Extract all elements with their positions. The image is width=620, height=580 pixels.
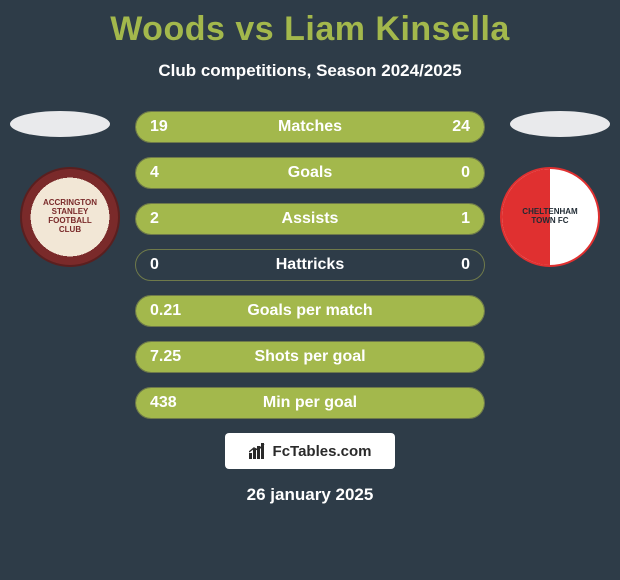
stat-value-left: 0	[150, 250, 159, 280]
comparison-panel: ACCRINGTON STANLEY FOOTBALL CLUB CHELTEN…	[0, 111, 620, 419]
stat-row: 2 1 Assists	[135, 203, 485, 235]
stat-row: 0.21 Goals per match	[135, 295, 485, 327]
stat-value-left: 438	[150, 388, 177, 418]
club-crest-right-label: CHELTENHAM TOWN FC	[515, 208, 585, 226]
stat-label: Assists	[282, 210, 339, 228]
stat-row: 0 0 Hattricks	[135, 249, 485, 281]
stat-row: 19 24 Matches	[135, 111, 485, 143]
club-crest-right: CHELTENHAM TOWN FC	[500, 167, 600, 267]
stat-value-right: 0	[461, 158, 470, 188]
player-left-oval	[10, 111, 110, 137]
stat-label: Goals	[288, 164, 332, 182]
stat-value-right: 24	[452, 112, 470, 142]
stat-value-right: 1	[461, 204, 470, 234]
stat-value-left: 0.21	[150, 296, 181, 326]
stat-label: Min per goal	[263, 394, 357, 412]
brand-label: FcTables.com	[273, 443, 372, 460]
stat-value-left: 19	[150, 112, 168, 142]
stat-label: Shots per goal	[254, 348, 365, 366]
stat-rows: 19 24 Matches 4 0 Goals 2 1 Assists 0 0 Hattricks 0.…	[135, 111, 485, 419]
brand-badge: FcTables.com	[225, 433, 395, 469]
page-title: Woods vs Liam Kinsella	[0, 0, 620, 49]
stat-row: 7.25 Shots per goal	[135, 341, 485, 373]
stat-value-right: 0	[461, 250, 470, 280]
stat-value-left: 4	[150, 158, 159, 188]
stat-row: 438 Min per goal	[135, 387, 485, 419]
stat-label: Hattricks	[276, 256, 344, 274]
bar-chart-icon	[249, 443, 267, 459]
player-right-oval	[510, 111, 610, 137]
stat-value-left: 7.25	[150, 342, 181, 372]
stat-row: 4 0 Goals	[135, 157, 485, 189]
club-crest-left: ACCRINGTON STANLEY FOOTBALL CLUB	[20, 167, 120, 267]
stat-value-left: 2	[150, 204, 159, 234]
subtitle: Club competitions, Season 2024/2025	[0, 61, 620, 81]
stat-label: Matches	[278, 118, 342, 136]
stat-label: Goals per match	[247, 302, 372, 320]
club-crest-left-label: ACCRINGTON STANLEY FOOTBALL CLUB	[42, 189, 98, 245]
date-label: 26 january 2025	[0, 485, 620, 505]
